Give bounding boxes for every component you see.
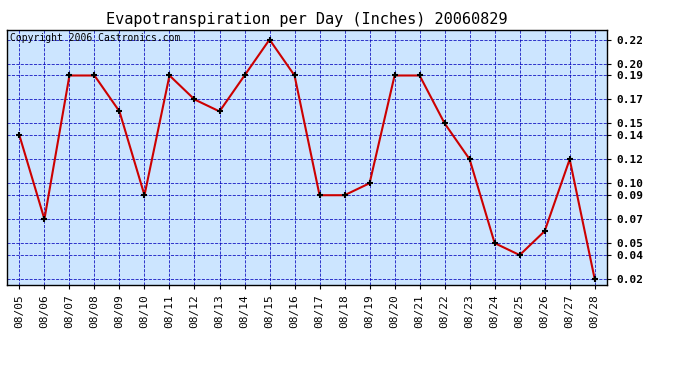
- Text: Copyright 2006 Castronics.com: Copyright 2006 Castronics.com: [10, 33, 180, 42]
- Title: Evapotranspiration per Day (Inches) 20060829: Evapotranspiration per Day (Inches) 2006…: [106, 12, 508, 27]
